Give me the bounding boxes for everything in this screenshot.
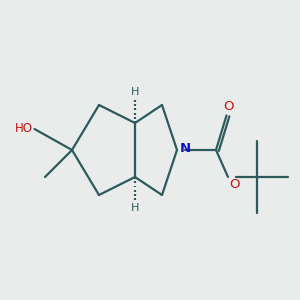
Text: O: O xyxy=(230,178,240,191)
Text: H: H xyxy=(131,87,139,97)
Text: N: N xyxy=(179,142,191,155)
Text: HO: HO xyxy=(15,122,33,136)
Text: O: O xyxy=(223,100,233,113)
Text: H: H xyxy=(131,203,139,213)
